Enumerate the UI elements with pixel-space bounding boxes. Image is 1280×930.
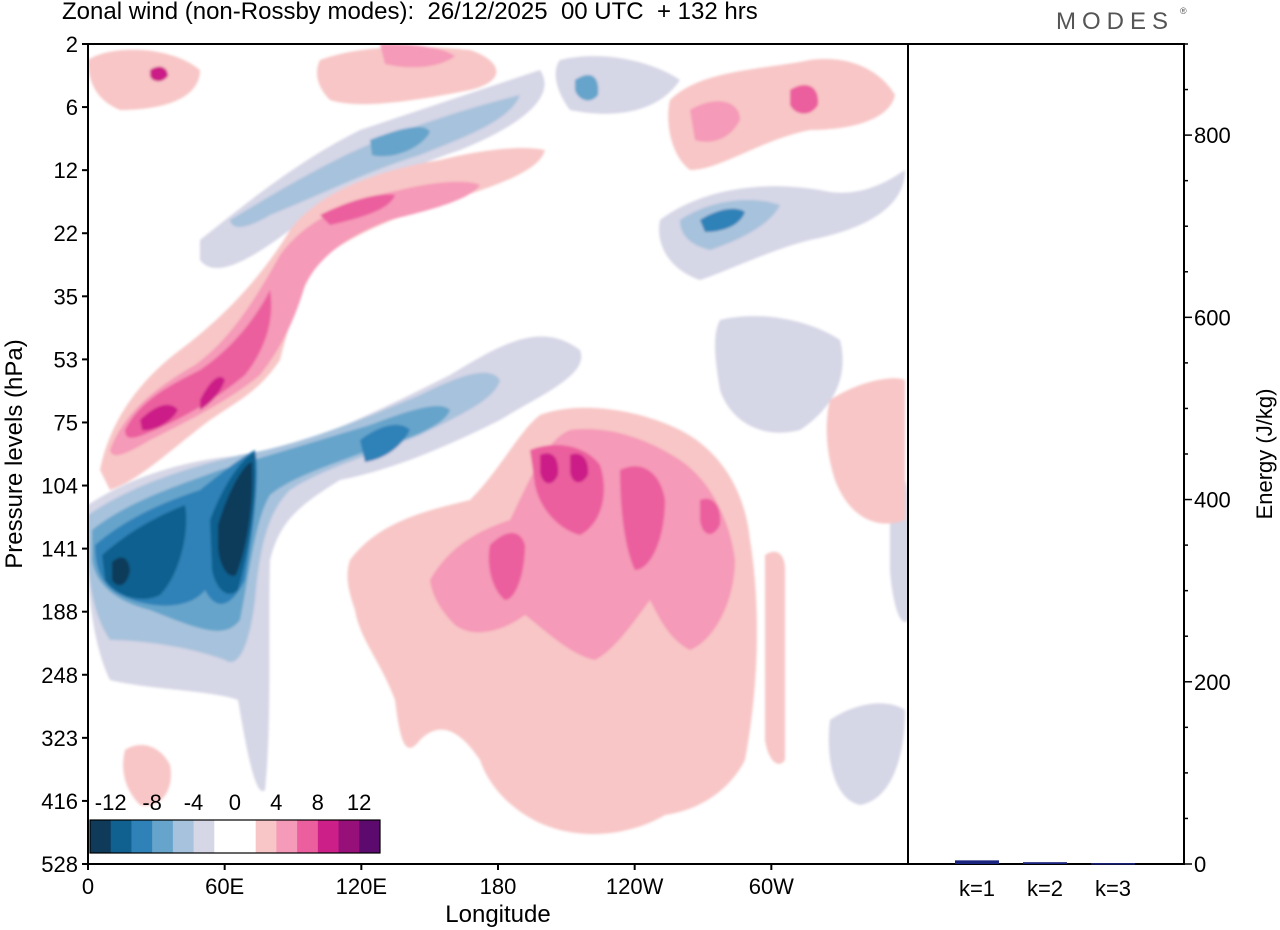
energy-y-tick-label: 0 bbox=[1194, 852, 1206, 877]
modes-logo: MODES bbox=[1056, 8, 1175, 35]
y-tick-label: 6 bbox=[66, 95, 78, 120]
contour-neg-12 bbox=[112, 557, 130, 586]
y-tick-label: 12 bbox=[54, 158, 78, 183]
colorbar-swatch bbox=[276, 820, 298, 853]
contour-pos-8-topleft bbox=[150, 66, 168, 82]
contour-pos-6-dome3 bbox=[620, 466, 665, 570]
colorbar bbox=[89, 819, 381, 854]
energy-panel: 0 200 400 600 800 Energy (J/kg) k=1 k=2 k=3 bbox=[955, 43, 1277, 901]
contour-neg-6-topright bbox=[575, 75, 599, 101]
contour-pos-2-farright bbox=[826, 378, 905, 524]
energy-bar-label: k=2 bbox=[1027, 876, 1063, 901]
contour-neg-2-lowright bbox=[828, 703, 905, 805]
colorbar-label: 4 bbox=[270, 790, 282, 815]
energy-bar bbox=[1023, 862, 1067, 864]
energy-y-tick-label: 400 bbox=[1194, 488, 1231, 513]
chart-title: Zonal wind (non-Rossby modes): 26/12/202… bbox=[62, 0, 758, 25]
colorbar-swatch bbox=[317, 820, 339, 853]
colorbar-label: 12 bbox=[347, 790, 371, 815]
colorbar-swatch bbox=[110, 820, 132, 853]
energy-y-tick-label: 800 bbox=[1194, 123, 1231, 148]
colorbar-label: 8 bbox=[312, 790, 324, 815]
colorbar-frame bbox=[89, 819, 381, 854]
contour-neg-2 bbox=[88, 336, 582, 792]
colorbar-swatch bbox=[338, 820, 360, 853]
contour-pos-8-dome bbox=[540, 453, 559, 484]
energy-bar-label: k=3 bbox=[1095, 876, 1131, 901]
x-tick-label: 120W bbox=[606, 874, 664, 899]
contour-pos-2-sideleft bbox=[123, 745, 171, 806]
x-axis-label: Longitude bbox=[445, 901, 550, 928]
colorbar-swatch bbox=[297, 820, 319, 853]
contour-pos-8-dome2 bbox=[570, 453, 589, 483]
y-axis-label: Pressure levels (hPa) bbox=[1, 339, 28, 568]
contour-pos-8 bbox=[140, 404, 178, 431]
y-tick-label: 528 bbox=[41, 852, 78, 877]
colorbar-swatch bbox=[172, 820, 194, 853]
colorbar-label: -8 bbox=[142, 790, 162, 815]
y-tick-label: 416 bbox=[41, 789, 78, 814]
y-tick-label: 2 bbox=[66, 32, 78, 57]
contour-pos-2-upperright bbox=[668, 59, 895, 170]
contour-neg-12b bbox=[218, 462, 253, 576]
contour-neg-8b bbox=[360, 424, 410, 462]
contour-pos-8b bbox=[200, 376, 225, 410]
contour-neg-2-midright bbox=[715, 316, 843, 433]
y-tick-label: 188 bbox=[41, 600, 78, 625]
contour-pos-4-topcenter bbox=[380, 44, 455, 68]
contour-pos-6 bbox=[125, 290, 272, 438]
colorbar-swatch bbox=[152, 820, 174, 853]
energy-y-tick-label: 200 bbox=[1194, 670, 1231, 695]
colorbar-swatch bbox=[235, 820, 257, 853]
y-tick-label: 53 bbox=[54, 347, 78, 372]
y-tick-label: 35 bbox=[54, 284, 78, 309]
x-tick-label: 0 bbox=[82, 874, 94, 899]
energy-bar bbox=[955, 860, 999, 864]
energy-bar-label: k=1 bbox=[959, 876, 995, 901]
contour-neg-4-upper bbox=[230, 95, 520, 227]
energy-panel-frame bbox=[907, 43, 1185, 865]
colorbar-label: -4 bbox=[184, 790, 204, 815]
y-tick-label: 22 bbox=[54, 221, 78, 246]
contour-pos-2-topleft bbox=[88, 49, 200, 110]
energy-bar bbox=[1091, 863, 1135, 865]
x-tick-label: 60W bbox=[749, 874, 794, 899]
colorbar-swatch bbox=[193, 820, 215, 853]
colorbar-swatch bbox=[131, 820, 153, 853]
energy-axis-label: Energy (J/kg) bbox=[1252, 389, 1277, 520]
y-tick-label: 323 bbox=[41, 726, 78, 751]
contour-field bbox=[88, 44, 908, 864]
colorbar-swatch bbox=[90, 820, 112, 853]
colorbar-swatch bbox=[255, 820, 277, 853]
y-tick-label: 75 bbox=[54, 410, 78, 435]
y-tick-label: 104 bbox=[41, 474, 78, 499]
colorbar-label: -12 bbox=[95, 790, 127, 815]
contour-neg-6-upper bbox=[370, 126, 430, 157]
contour-pos-4-upperright bbox=[690, 101, 740, 142]
colorbar-label: 0 bbox=[229, 790, 241, 815]
contour-pos-6-dome bbox=[488, 532, 525, 600]
energy-y-tick-label: 600 bbox=[1194, 305, 1231, 330]
x-tick-label: 60E bbox=[205, 874, 244, 899]
contour-pos-6-upperright bbox=[790, 85, 819, 114]
contour-pos-2-topcenter bbox=[317, 47, 497, 105]
contour-pos-6-dome4 bbox=[700, 498, 721, 535]
y-tick-label: 248 bbox=[41, 663, 78, 688]
x-tick-label: 120E bbox=[336, 874, 387, 899]
contour-pos-6b bbox=[320, 194, 395, 225]
contour-neg-8-right bbox=[700, 208, 745, 232]
contour-pos-2-sideright bbox=[765, 551, 785, 764]
colorbar-swatch bbox=[359, 820, 381, 853]
contour-neg-2-right bbox=[659, 170, 905, 280]
y-tick-label: 141 bbox=[41, 537, 78, 562]
colorbar-labels: -12 -8 -4 0 4 8 12 bbox=[95, 790, 372, 815]
x-tick-label: 180 bbox=[480, 874, 517, 899]
colorbar-swatch bbox=[214, 820, 236, 853]
registered-mark: ® bbox=[1180, 6, 1187, 16]
